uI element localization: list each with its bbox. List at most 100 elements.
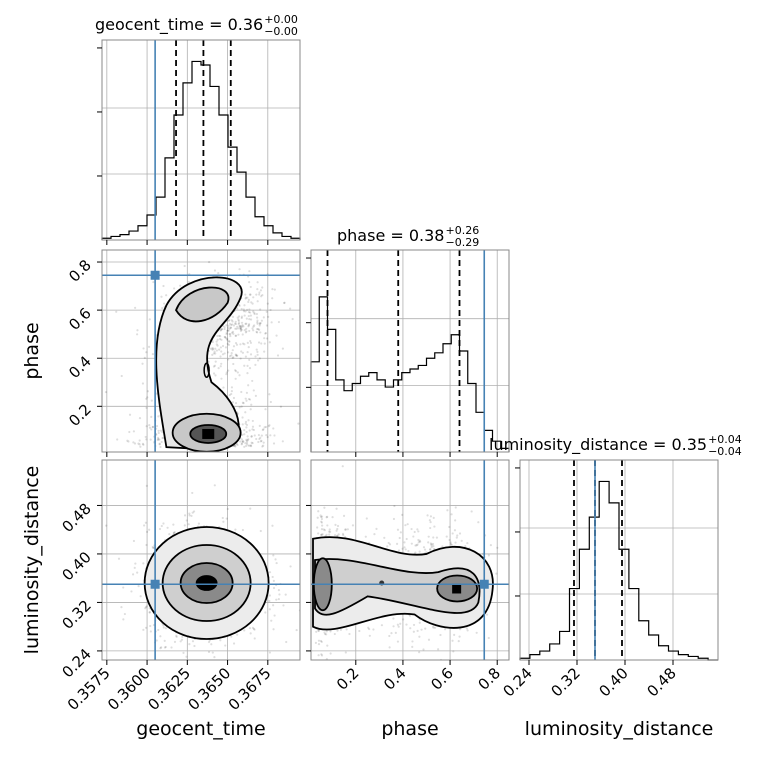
- sample-point: [244, 355, 248, 358]
- sample-point: [163, 302, 166, 305]
- sample-point: [232, 324, 236, 327]
- sample-point: [133, 442, 137, 445]
- x-tick-label: 0.3625: [144, 664, 194, 714]
- sample-point: [245, 441, 249, 444]
- sample-point: [207, 640, 211, 644]
- sample-point: [414, 551, 417, 554]
- sample-point: [215, 340, 218, 343]
- sample-point: [257, 328, 260, 331]
- sample-point: [146, 396, 149, 399]
- title-subscript: −0.04: [708, 445, 742, 458]
- sample-point: [193, 644, 196, 648]
- sample-point: [258, 293, 261, 296]
- sample-point: [388, 646, 391, 649]
- sample-point: [432, 547, 435, 550]
- sample-point: [275, 334, 278, 337]
- sample-point: [320, 521, 324, 524]
- sample-point: [248, 311, 252, 314]
- sample-point: [320, 520, 323, 523]
- y-tick-label: 0.8: [65, 256, 95, 286]
- sample-point: [317, 510, 320, 513]
- sample-point: [243, 304, 246, 307]
- sample-point: [268, 571, 272, 574]
- sample-point: [240, 321, 244, 324]
- sample-point: [258, 437, 261, 441]
- sample-point: [214, 374, 217, 377]
- sample-point: [206, 666, 208, 668]
- sample-point: [418, 539, 421, 542]
- y-tick-label: 0.32: [58, 597, 94, 633]
- sample-point: [218, 334, 221, 337]
- sample-point: [158, 527, 162, 531]
- sample-point: [223, 327, 226, 331]
- sample-point: [230, 354, 233, 357]
- sample-point: [325, 533, 328, 536]
- sample-point: [261, 286, 264, 289]
- sample-point: [317, 629, 320, 633]
- sample-point: [408, 614, 412, 617]
- sample-point: [427, 638, 431, 641]
- sample-point: [227, 369, 230, 372]
- sample-point: [427, 535, 430, 538]
- sample-point: [453, 529, 457, 532]
- sample-point: [234, 354, 238, 357]
- sample-point: [225, 373, 228, 376]
- sample-point: [323, 631, 326, 634]
- sample-point: [410, 542, 413, 545]
- sample-point: [258, 322, 262, 326]
- sample-point: [253, 312, 256, 316]
- sample-point: [162, 626, 165, 629]
- density-peak: [202, 428, 215, 439]
- labels: 0.20.40.60.80.35750.36000.36250.36500.36…: [21, 13, 742, 740]
- sample-point: [251, 626, 255, 629]
- sample-point: [439, 633, 442, 637]
- sample-point: [248, 270, 251, 273]
- sample-point: [368, 634, 371, 637]
- sample-point: [416, 543, 419, 546]
- sample-point: [432, 536, 435, 539]
- sample-point: [320, 533, 323, 536]
- sample-point: [281, 347, 284, 350]
- sample-point: [414, 544, 417, 547]
- sample-point: [326, 515, 329, 519]
- sample-point: [161, 430, 164, 434]
- sample-point: [191, 491, 194, 495]
- sample-point: [249, 285, 252, 289]
- sample-point: [329, 530, 332, 533]
- panel-title-luminosity_distance: luminosity_distance = 0.35: [489, 435, 707, 455]
- sample-point: [192, 510, 196, 513]
- sample-point: [326, 644, 329, 647]
- sample-point: [247, 397, 251, 401]
- sample-point: [270, 619, 273, 622]
- sample-point: [420, 628, 423, 631]
- sample-point: [151, 352, 154, 356]
- sample-point: [248, 281, 251, 284]
- title-subscript: −0.00: [264, 25, 298, 38]
- sample-point: [244, 411, 247, 414]
- sample-point: [344, 528, 347, 531]
- sample-point: [219, 335, 222, 338]
- sample-point: [272, 442, 276, 445]
- sample-point: [248, 627, 252, 630]
- sample-point: [254, 363, 257, 366]
- sample-point: [218, 348, 221, 351]
- sample-point: [259, 440, 262, 443]
- title-superscript: +0.00: [264, 13, 298, 26]
- sample-point: [255, 293, 258, 296]
- sample-point: [278, 593, 281, 596]
- sample-point: [141, 362, 144, 365]
- sample-point: [252, 325, 255, 328]
- sample-point: [249, 314, 253, 317]
- sample-point: [222, 520, 225, 523]
- sample-point: [158, 443, 161, 446]
- sample-point: [136, 571, 139, 574]
- sample-point: [317, 654, 320, 657]
- sample-point: [144, 606, 148, 609]
- sample-point: [236, 307, 239, 310]
- sample-point: [252, 296, 255, 299]
- sample-point: [263, 350, 266, 353]
- sample-point: [422, 546, 426, 549]
- sample-point: [372, 628, 375, 631]
- sample-point: [241, 324, 244, 327]
- sample-point: [466, 542, 469, 545]
